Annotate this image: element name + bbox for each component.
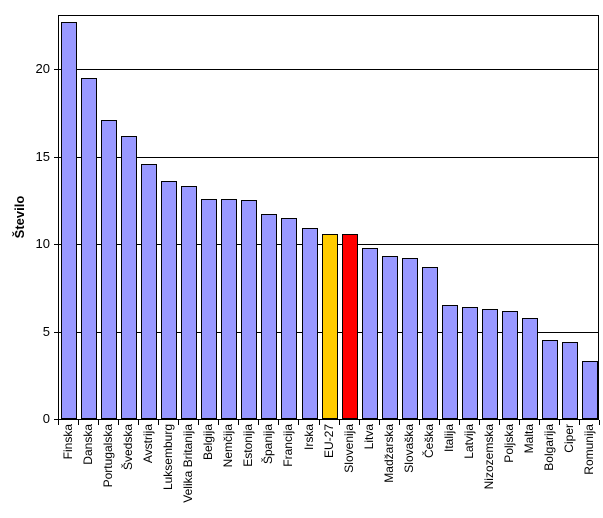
x-tick-mark xyxy=(218,420,220,425)
y-tick-mark xyxy=(54,419,58,420)
x-category-label: Češka xyxy=(421,424,436,459)
y-tick-label: 5 xyxy=(42,323,50,339)
bar-poljska xyxy=(501,310,518,419)
bar-italija xyxy=(441,305,458,419)
bar-latvija xyxy=(461,307,478,419)
bar-slovaska xyxy=(401,258,418,419)
x-tick-mark xyxy=(498,420,500,425)
bar-malta xyxy=(521,317,538,419)
x-category-label: Avstrija xyxy=(141,424,156,464)
y-tick-label: 0 xyxy=(42,411,50,426)
x-category-label: Belgija xyxy=(201,424,216,461)
x-category-label: Slovaška xyxy=(401,424,416,473)
x-tick-mark xyxy=(398,420,400,425)
x-tick-mark xyxy=(478,420,480,425)
bar-belgija xyxy=(201,198,218,419)
gridline-20 xyxy=(58,69,599,71)
bar-portugalska xyxy=(101,119,118,419)
bar-slovenija xyxy=(341,233,358,419)
x-tick-mark xyxy=(438,420,440,425)
y-tick-mark xyxy=(54,69,58,71)
x-tick-mark xyxy=(599,420,600,425)
x-tick-mark xyxy=(518,420,520,425)
x-category-label: Francija xyxy=(281,424,296,467)
x-tick-mark xyxy=(58,420,59,425)
x-tick-mark xyxy=(418,420,420,425)
bar-estonija xyxy=(241,200,258,419)
x-tick-mark xyxy=(78,420,79,425)
x-category-label: Malta xyxy=(521,424,536,454)
gridline-15 xyxy=(58,156,599,158)
x-tick-mark xyxy=(258,420,260,425)
bar-eu-27 xyxy=(321,233,338,419)
x-category-label: Finska xyxy=(61,424,75,460)
x-category-label: Irska xyxy=(301,424,316,451)
x-tick-mark xyxy=(238,420,240,425)
x-category-label: Danska xyxy=(81,424,96,465)
bar-velika-britanija xyxy=(181,186,198,419)
y-tick-mark xyxy=(54,156,58,158)
y-tick-label: 20 xyxy=(35,61,50,77)
x-category-label: Španija xyxy=(261,424,276,465)
x-category-label: Bolgarija xyxy=(541,424,556,471)
y-tick-label: 15 xyxy=(35,148,50,164)
x-category-label: Ciper xyxy=(561,424,576,453)
x-tick-mark xyxy=(98,420,100,425)
x-category-label: Luksemburg xyxy=(161,424,176,491)
bar-spanija xyxy=(261,214,278,419)
x-category-label: Estonija xyxy=(241,424,256,467)
y-tick-label: 10 xyxy=(35,236,50,252)
x-category-label: EU-27 xyxy=(321,424,336,459)
x-tick-mark xyxy=(278,420,280,425)
x-category-label: Nizozemska xyxy=(481,424,496,490)
x-tick-mark xyxy=(198,420,200,425)
x-category-label: Litva xyxy=(361,424,376,450)
x-tick-mark xyxy=(458,420,460,425)
x-tick-mark xyxy=(298,420,300,425)
x-tick-mark xyxy=(579,420,580,425)
x-tick-mark xyxy=(358,420,360,425)
x-tick-mark xyxy=(318,420,320,425)
x-category-label: Latvija xyxy=(461,424,476,459)
x-tick-mark xyxy=(338,420,340,425)
bar-avstrija xyxy=(141,163,158,419)
x-category-label: Romunija xyxy=(582,424,596,475)
x-tick-mark xyxy=(158,420,160,425)
bar-irska xyxy=(301,228,318,419)
x-category-label: Italija xyxy=(441,424,456,453)
y-tick-mark xyxy=(54,244,58,246)
bar-danska xyxy=(81,78,98,419)
bar-luksemburg xyxy=(161,181,178,419)
x-category-label: Nemčija xyxy=(221,424,236,468)
bar-bolgarija xyxy=(541,340,558,419)
bar-nizozemska xyxy=(481,308,498,419)
x-category-label: Švedska xyxy=(121,424,136,471)
x-category-label: Poljska xyxy=(501,424,516,463)
x-category-label: Slovenija xyxy=(341,424,356,473)
bar-francija xyxy=(281,217,298,419)
bar-litva xyxy=(361,247,378,419)
bar-ceska xyxy=(421,266,438,419)
x-tick-mark xyxy=(378,420,380,425)
bar-madzarska xyxy=(381,256,398,419)
x-tick-mark xyxy=(558,420,560,425)
x-tick-mark xyxy=(178,420,180,425)
bar-finska xyxy=(61,22,77,419)
bar-svedska xyxy=(121,135,138,419)
y-tick-mark xyxy=(54,331,58,333)
x-tick-mark xyxy=(538,420,540,425)
x-category-label: Madžarska xyxy=(381,424,396,483)
bar-nemcija xyxy=(221,198,238,419)
x-category-label: Portugalska xyxy=(101,424,116,488)
x-category-label: Velika Britanija xyxy=(181,424,196,503)
x-tick-mark xyxy=(138,420,140,425)
x-tick-mark xyxy=(118,420,120,425)
bar-ciper xyxy=(561,342,578,419)
bar-romunija xyxy=(582,361,598,419)
